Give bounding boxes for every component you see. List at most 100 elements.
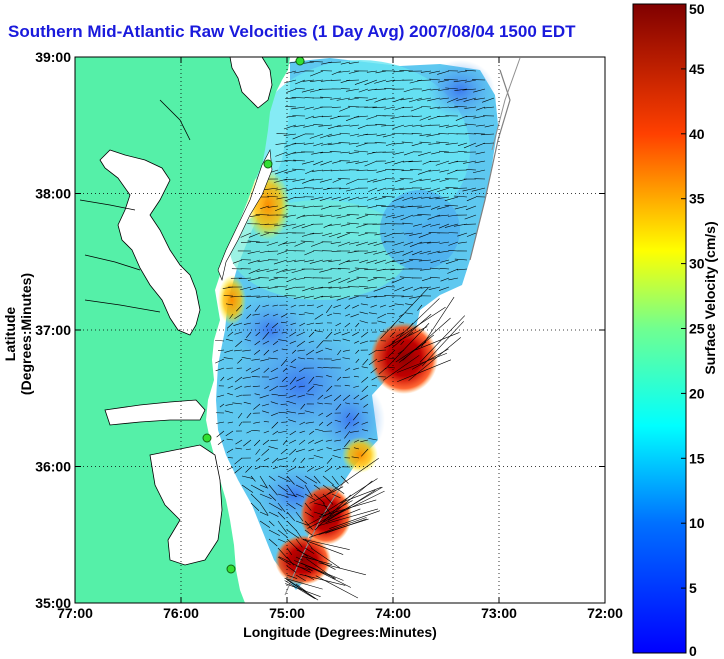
velocity-vector (247, 240, 261, 243)
velocity-vector (234, 313, 243, 319)
velocity-vector (448, 106, 459, 108)
velocity-vector (272, 313, 279, 317)
velocity-vector (408, 160, 423, 163)
velocity-vector (437, 79, 450, 83)
velocity-vector (301, 562, 344, 581)
velocity-vector (254, 466, 261, 470)
velocity-vector (353, 394, 360, 400)
velocity-vector (344, 322, 351, 328)
velocity-vector (419, 178, 432, 181)
velocity-vector (448, 241, 459, 246)
velocity-vector (321, 142, 333, 146)
velocity-vector (284, 160, 297, 162)
velocity-vector (322, 475, 335, 486)
velocity-vector (438, 286, 450, 291)
velocity-vector (309, 79, 324, 82)
velocity-vector (315, 428, 324, 432)
velocity-vector (304, 565, 313, 572)
velocity-vector (480, 133, 495, 136)
velocity-vector (429, 106, 441, 109)
velocity-vector (420, 187, 432, 191)
velocity-vector (435, 160, 450, 166)
velocity-vector (366, 295, 378, 298)
velocity-vector (319, 268, 333, 273)
velocity-vector (325, 518, 367, 534)
velocity-vector (429, 160, 441, 162)
velocity-vector (286, 493, 298, 497)
velocity-vector (309, 133, 324, 139)
velocity-vector (292, 168, 306, 171)
velocity-vector (400, 214, 414, 221)
station-marker (263, 159, 273, 169)
velocity-vector (255, 331, 261, 337)
velocity-vector (346, 79, 360, 81)
velocity-vector (292, 178, 306, 182)
velocity-vector (342, 394, 351, 401)
velocity-vector (457, 150, 468, 153)
velocity-vector (464, 69, 477, 72)
velocity-vector (250, 484, 265, 493)
velocity-vector (292, 133, 306, 140)
velocity-vector (377, 313, 387, 319)
velocity-vector (308, 448, 315, 452)
velocity-vector (254, 349, 261, 355)
velocity-vector (403, 241, 414, 246)
velocity-vector (240, 232, 252, 238)
velocity-vector (358, 196, 369, 200)
velocity-vector (320, 79, 333, 82)
velocity-vector (284, 169, 297, 174)
velocity-vector (355, 322, 360, 328)
velocity-vector (309, 60, 324, 63)
velocity-vector (465, 205, 477, 211)
velocity-vector (361, 385, 369, 393)
velocity-vector (389, 331, 396, 338)
velocity-vector (384, 106, 396, 110)
velocity-vector (361, 366, 369, 369)
velocity-vector (362, 358, 369, 366)
velocity-vector (358, 232, 369, 237)
velocity-vector (307, 439, 315, 444)
velocity-vector (269, 385, 279, 392)
velocity-vector (247, 277, 261, 281)
velocity-vector (444, 151, 459, 154)
colorbar-tick-label: 20 (689, 385, 705, 401)
velocity-vector (336, 124, 351, 128)
velocity-vector (356, 214, 369, 220)
velocity-vector (392, 124, 405, 130)
velocity-vector (284, 580, 315, 599)
velocity-vector (317, 508, 379, 527)
velocity-vector (302, 61, 315, 64)
velocity-vector (298, 439, 306, 445)
velocity-vector (216, 421, 225, 424)
velocity-vector (238, 277, 252, 279)
velocity-vector (466, 232, 477, 237)
velocity-vector (237, 358, 243, 364)
velocity-vector (399, 276, 414, 279)
velocity-vector (345, 187, 360, 192)
velocity-vector (428, 286, 441, 290)
velocity-vector (284, 196, 297, 202)
velocity-vector (268, 520, 275, 527)
velocity-vector (356, 276, 369, 279)
velocity-vector (271, 421, 279, 429)
velocity-vector (295, 79, 306, 85)
velocity-vector (254, 340, 261, 346)
velocity-vector (267, 195, 279, 198)
velocity-vector (393, 142, 405, 145)
velocity-vector (353, 421, 360, 426)
velocity-vector (320, 96, 333, 99)
velocity-vector (326, 457, 333, 464)
velocity-vector (307, 304, 315, 307)
velocity-vector (385, 357, 396, 360)
x-tick-label: 76:00 (163, 605, 199, 621)
velocity-vector (241, 484, 254, 493)
velocity-vector (282, 367, 288, 372)
velocity-vector (227, 385, 234, 389)
velocity-vector (286, 115, 297, 118)
velocity-vector (256, 268, 270, 273)
velocity-vector (444, 79, 459, 81)
velocity-vector (457, 124, 468, 127)
velocity-vector (295, 475, 307, 485)
velocity-vector (483, 142, 495, 144)
velocity-vector (348, 97, 360, 101)
